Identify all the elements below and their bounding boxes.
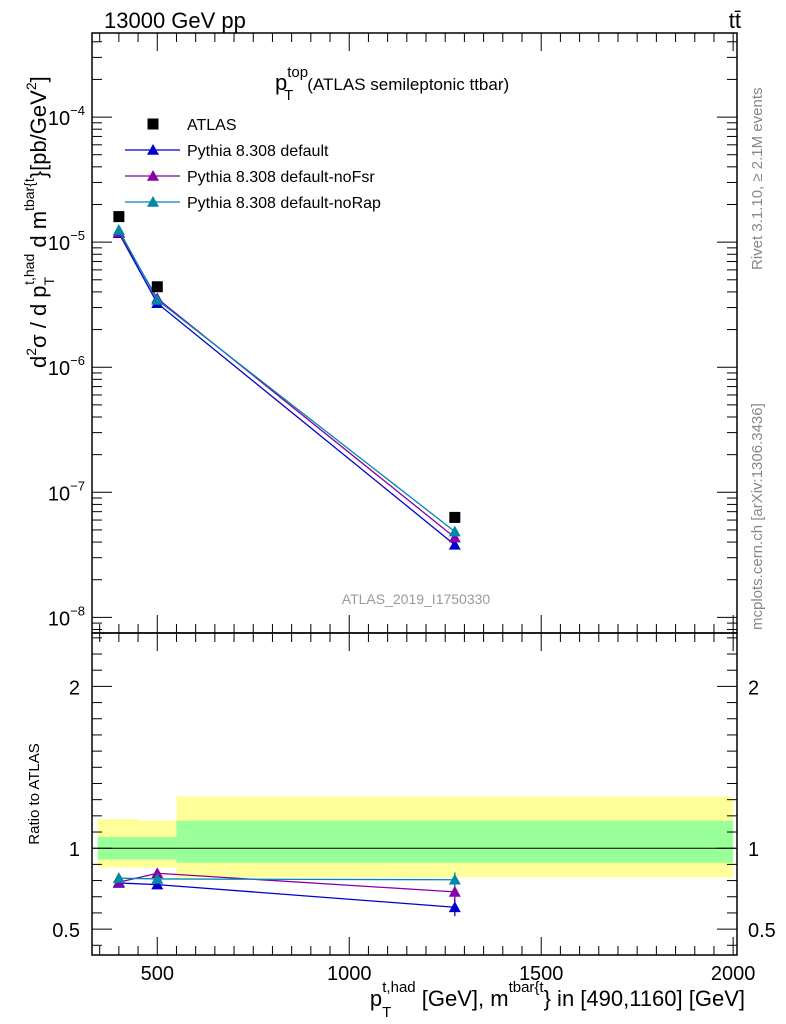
legend-marker-0 — [147, 144, 159, 155]
x-tick-label: 1500 — [519, 963, 564, 985]
x-tick-label: 2000 — [711, 963, 756, 985]
atlas-data-point — [449, 511, 461, 523]
legend-marker-atlas — [147, 118, 159, 130]
legend-label-2: Pythia 8.308 default-noRap — [187, 195, 381, 212]
main-series-point-1 — [448, 531, 461, 543]
atlas-data-point — [151, 281, 163, 293]
legend: ATLAS Pythia 8.308 default Pythia 8.308 de… — [125, 117, 381, 212]
ratio-y-tick-label: 1 — [69, 839, 80, 861]
ratio-y-tick-label-right: 1 — [748, 839, 759, 861]
analysis-watermark: ATLAS_2019_I1750330 — [342, 591, 491, 607]
ratio-inner-band-2 — [176, 820, 734, 863]
ratio-axis-ticks: 0.5 0.5 1 1 2 2 — [52, 637, 776, 946]
plot-title: ptop T(ATLAS semileptonic ttbar) — [275, 64, 509, 104]
x-axis-label: pTt,had [GeV], mtbar{t} in [490,1160] [G… — [370, 979, 745, 1021]
energy-label: 13000 GeV pp — [104, 8, 246, 33]
main-y-tick-label: 10−6 — [48, 353, 85, 380]
ratio-series-point-0 — [448, 901, 461, 913]
legend-marker-2 — [147, 196, 159, 207]
ratio-y-axis-label: Ratio to ATLAS — [26, 743, 43, 844]
ratio-series-point-2 — [112, 872, 125, 883]
x-tick-label: 1000 — [327, 963, 372, 985]
legend-label-1: Pythia 8.308 default-noFsr — [187, 169, 375, 186]
mcplots-label: mcplots.cern.ch [arXiv:1306.3436] — [749, 403, 766, 630]
main-series-line-0 — [118, 232, 456, 546]
main-y-tick-label: 10−5 — [48, 228, 85, 255]
ratio-series-point-1 — [448, 885, 461, 897]
process-label: tt̄ — [729, 8, 741, 33]
main-series-point-0 — [448, 538, 461, 550]
rivet-version-label: Rivet 3.1.10, ≥ 2.1M events — [749, 88, 766, 271]
ratio-series-point-2 — [151, 872, 164, 884]
ratio-series-point-2 — [448, 873, 461, 885]
ratio-series-point-1 — [151, 867, 164, 879]
main-series-point-2 — [151, 293, 164, 305]
ratio-series-group — [112, 867, 461, 917]
legend-label-0: Pythia 8.308 default — [187, 143, 329, 160]
atlas-data-point — [113, 211, 125, 223]
main-y-tick-label: 10−8 — [48, 603, 85, 630]
legend-marker-1 — [147, 170, 159, 181]
x-axis-ticks: 500 1000 1500 2000 — [99, 33, 756, 985]
ratio-y-tick-label-right: 0.5 — [748, 920, 776, 942]
ratio-y-tick-label: 2 — [69, 677, 80, 699]
ratio-y-tick-label: 0.5 — [52, 920, 80, 942]
main-y-tick-label: 10−7 — [48, 478, 85, 505]
main-axis-ticks: 10−4 10−5 10−6 10−7 10−8 — [48, 41, 737, 630]
main-series-line-2 — [118, 229, 456, 533]
ratio-series-point-0 — [151, 878, 164, 890]
ratio-series-line-0 — [118, 882, 455, 908]
legend-label-atlas: ATLAS — [187, 117, 237, 134]
main-y-tick-label: 10−4 — [48, 103, 85, 130]
x-tick-label: 500 — [141, 963, 174, 985]
main-y-axis-label: d2σ / d pTt,had d mtbar{t}[pb/GeV2] — [21, 76, 57, 368]
main-series-group — [112, 211, 461, 550]
ratio-y-tick-label-right: 2 — [748, 677, 759, 699]
main-series-point-2 — [448, 525, 461, 537]
ratio-uncertainty-bands — [97, 796, 734, 878]
ratio-series-line-2 — [118, 877, 455, 881]
ratio-panel-frame — [91, 632, 738, 956]
main-series-point-2 — [112, 224, 125, 235]
